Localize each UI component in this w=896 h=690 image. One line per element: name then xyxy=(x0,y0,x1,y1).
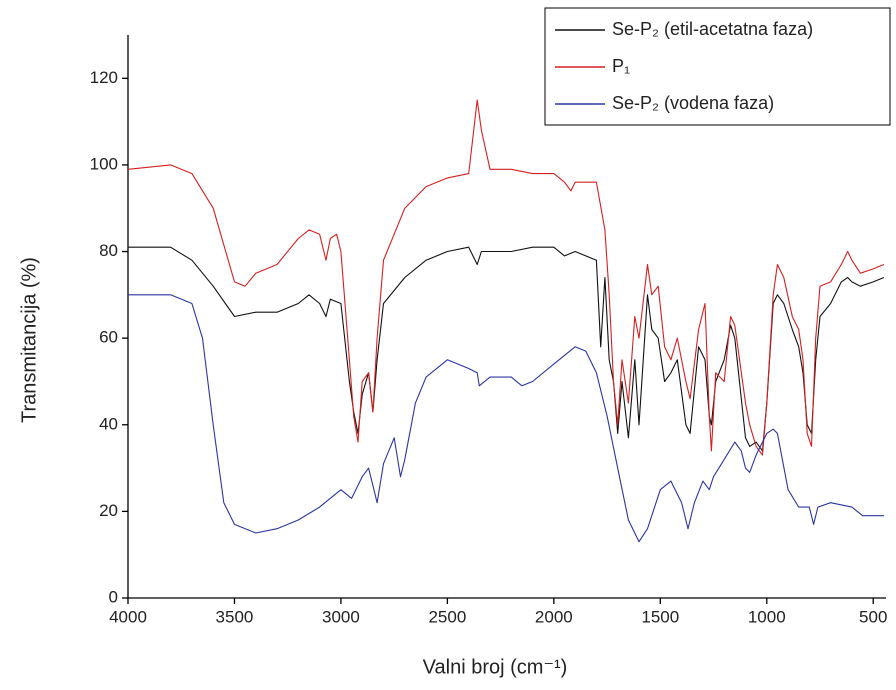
x-tick-label: 4000 xyxy=(109,607,147,626)
y-tick-label: 120 xyxy=(90,68,118,87)
y-tick-label: 20 xyxy=(99,501,118,520)
x-tick-label: 3000 xyxy=(322,607,360,626)
legend-label: P₁ xyxy=(612,56,630,76)
x-tick-label: 1000 xyxy=(748,607,786,626)
y-tick-label: 100 xyxy=(90,154,118,173)
legend-label: Se-P₂ (etil-acetatna faza) xyxy=(612,19,813,39)
y-tick-label: 40 xyxy=(99,414,118,433)
x-tick-label: 500 xyxy=(859,607,887,626)
y-tick-label: 60 xyxy=(99,328,118,347)
legend-label: Se-P₂ (vodena faza) xyxy=(612,93,774,113)
series-line xyxy=(127,99,885,456)
x-tick-label: 3500 xyxy=(216,607,254,626)
y-tick-label: 0 xyxy=(109,587,118,606)
x-tick-label: 2000 xyxy=(535,607,573,626)
series-line xyxy=(128,246,885,452)
y-axis-label: Transmitancija (%) xyxy=(18,257,40,423)
series-line xyxy=(128,294,884,543)
y-tick-label: 80 xyxy=(99,241,118,260)
x-tick-label: 1500 xyxy=(641,607,679,626)
x-tick-label: 2500 xyxy=(428,607,466,626)
x-axis-label: Valni broj (cm⁻¹) xyxy=(423,656,568,678)
